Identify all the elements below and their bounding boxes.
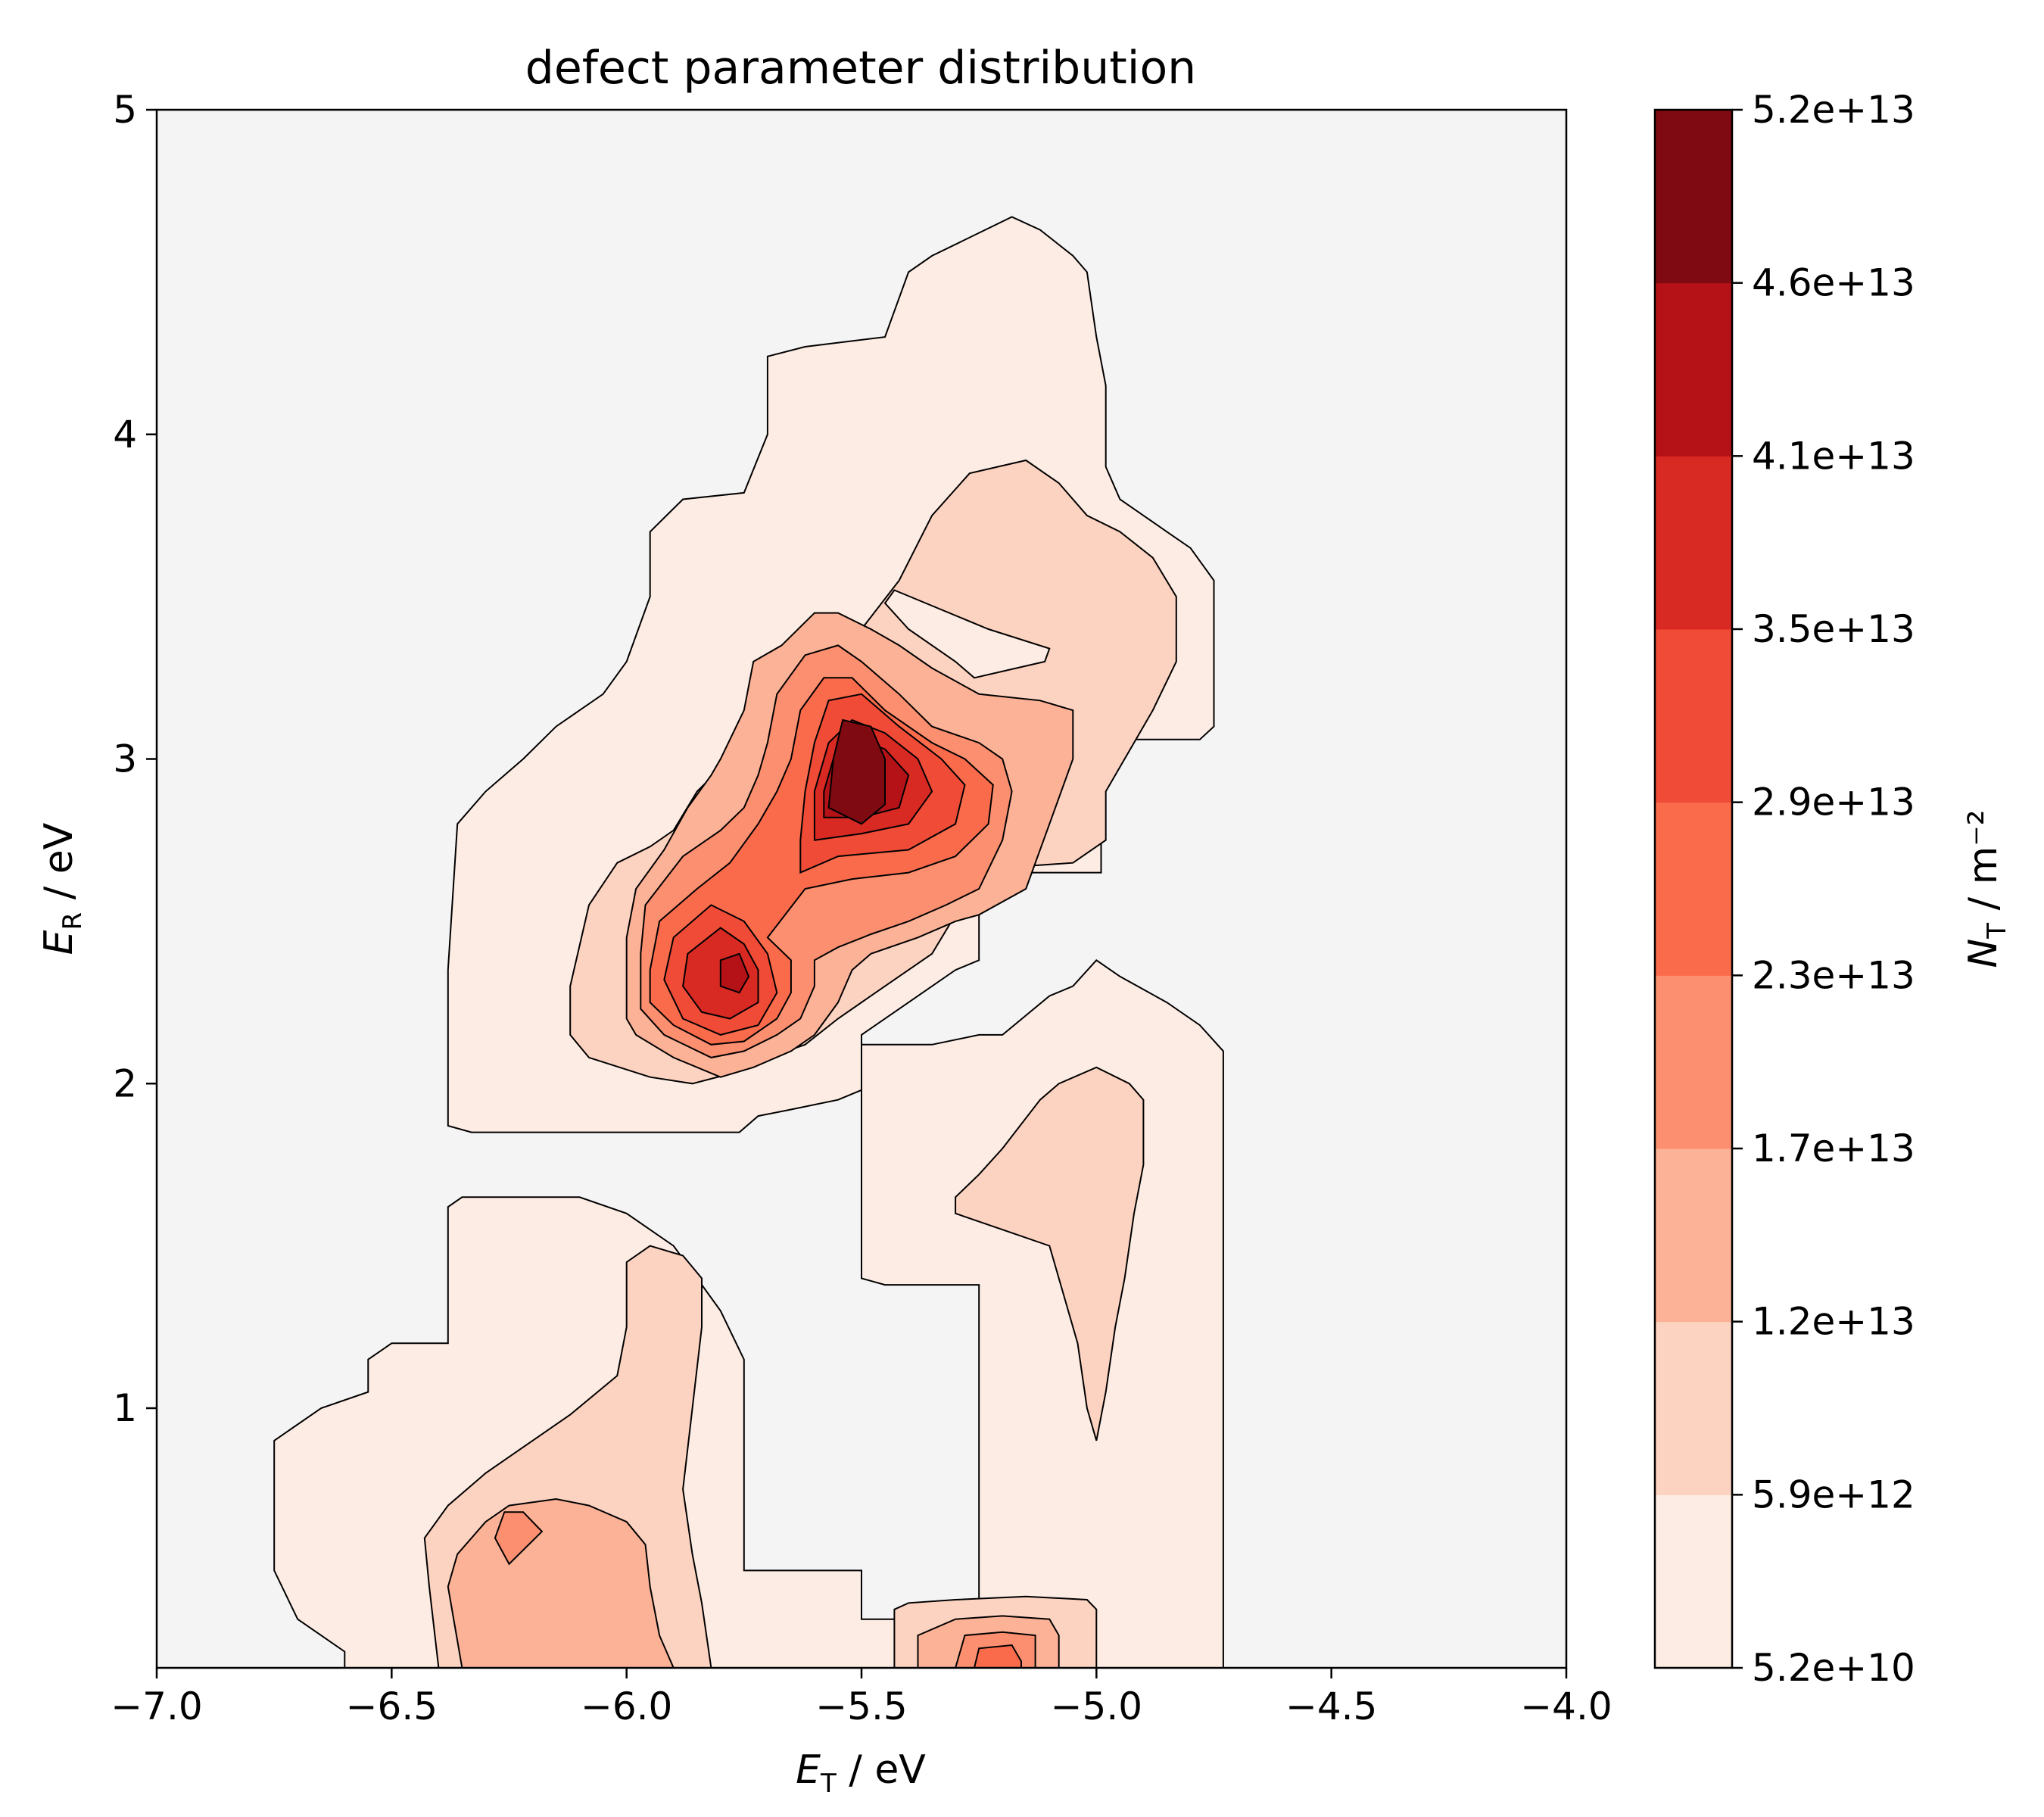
contour-region-level-8: [827, 718, 886, 825]
colorbar-tick-label: 1.7e+13: [1752, 1127, 1915, 1170]
colorbar-band: [1655, 975, 1732, 1149]
x-tick-label: −6.5: [346, 1685, 438, 1728]
colorbar-tick-label: 3.5e+13: [1752, 607, 1915, 651]
colorbar-band: [1655, 629, 1732, 803]
y-tick-label: 5: [113, 88, 137, 132]
colorbar-label-symbol: N: [1961, 939, 2006, 968]
colorbar-band: [1655, 456, 1732, 630]
x-tick-label: −7.0: [111, 1685, 202, 1728]
contour-region-level-0: [883, 589, 1051, 679]
chart-title: defect parameter distribution: [525, 42, 1196, 95]
x-axis-label-subscript: T: [820, 1769, 837, 1799]
x-tick-label: −5.5: [815, 1685, 907, 1728]
x-tick-label: −5.0: [1051, 1685, 1142, 1728]
x-axis-label-symbol: E: [796, 1747, 821, 1793]
y-axis-label-unit: / eV: [36, 822, 82, 912]
y-axis-label: ER / eV: [36, 822, 88, 955]
colorbar-band: [1655, 110, 1732, 284]
plot-area: [155, 108, 1568, 1669]
y-tick-label: 1: [113, 1386, 137, 1430]
colorbar-tick-label: 2.9e+13: [1752, 781, 1915, 824]
x-axis: −7.0 −6.5 −6.0 −5.5 −5.0 −4.5 −4.0: [111, 1668, 1612, 1728]
contour-region-level-1: [955, 1066, 1145, 1441]
colorbar: 5.2e+10 5.9e+12 1.2e+13 1.7e+13 2.3e+13 2.9e+…: [1655, 88, 1915, 1690]
colorbar-band: [1655, 1321, 1732, 1495]
colorbar-tick-label: 1.2e+13: [1752, 1300, 1915, 1344]
colorbar-tick-label: 2.3e+13: [1752, 953, 1915, 997]
colorbar-tick-label: 5.2e+10: [1752, 1646, 1915, 1690]
x-axis-label-unit: / eV: [837, 1747, 927, 1793]
contour-region-level-7: [719, 952, 750, 994]
colorbar-band: [1655, 1494, 1732, 1669]
colorbar-tick-label: 5.9e+12: [1752, 1473, 1915, 1516]
y-tick-label: 2: [113, 1061, 137, 1105]
x-tick-label: −4.5: [1285, 1685, 1377, 1728]
colorbar-label: NT / m⁻²: [1961, 809, 2012, 968]
colorbar-label-subscript: T: [1982, 923, 2012, 940]
colorbar-band: [1655, 802, 1732, 976]
y-tick-label: 3: [113, 737, 137, 781]
contour-region-level-4: [973, 1644, 1022, 1669]
colorbar-label-unit: / m⁻²: [1961, 809, 2006, 923]
colorbar-band: [1655, 1148, 1732, 1323]
y-axis-label-subscript: R: [58, 912, 88, 930]
colorbar-frame: [1653, 108, 1734, 1669]
colorbar-tick-label: 5.2e+13: [1752, 88, 1915, 132]
x-axis-label: ET / eV: [796, 1747, 926, 1799]
y-axis-label-symbol: E: [36, 930, 82, 955]
contour-regions: [273, 216, 1224, 1669]
y-tick-label: 4: [113, 413, 137, 457]
y-axis: 1 2 3 4 5: [113, 88, 157, 1430]
x-tick-label: −6.0: [581, 1685, 672, 1728]
x-tick-label: −4.0: [1520, 1685, 1612, 1728]
colorbar-tick-label: 4.1e+13: [1752, 434, 1915, 478]
colorbar-band: [1655, 282, 1732, 457]
contour-region-level-3: [494, 1511, 544, 1566]
colorbar-tick-label: 4.6e+13: [1752, 261, 1915, 305]
